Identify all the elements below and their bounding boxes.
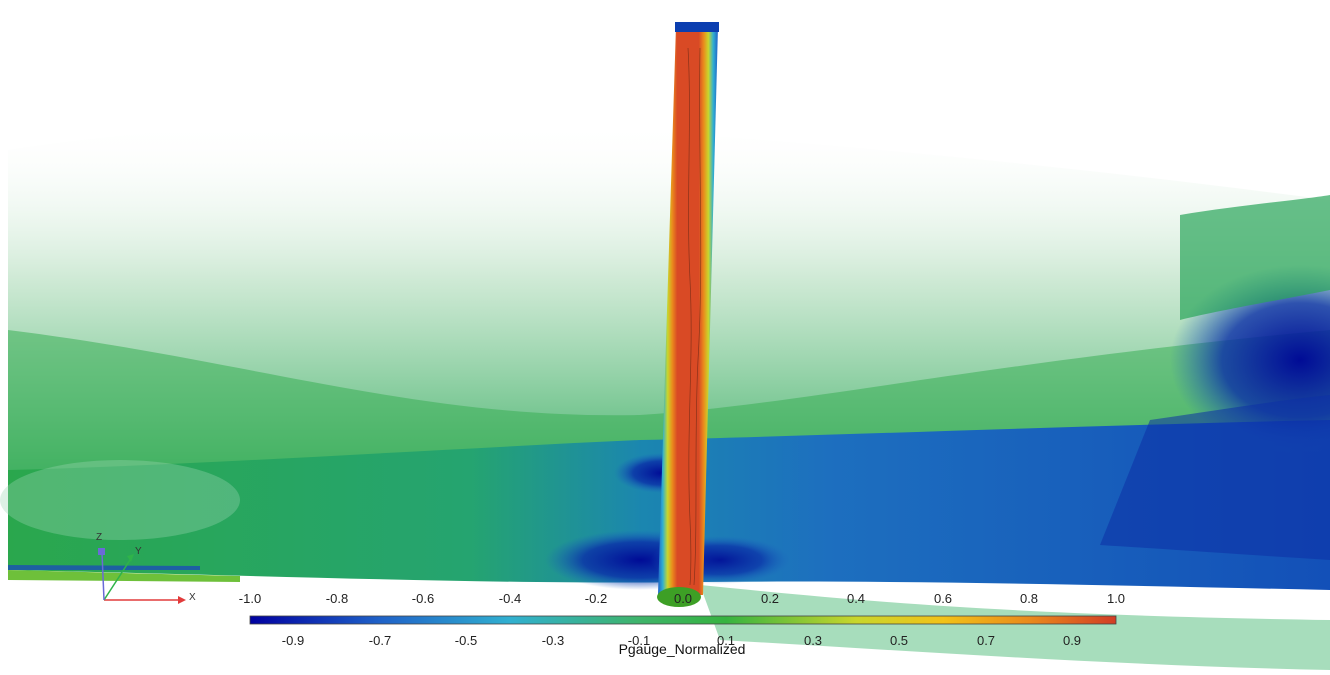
colorbar-minor-tick: 0.3: [804, 633, 822, 648]
colorbar-major-tick: -0.2: [585, 591, 607, 606]
colorbar-title: Pgauge_Normalized: [619, 641, 746, 657]
colorbar-major-tick: 0.2: [761, 591, 779, 606]
colorbar-major-tick: -1.0: [239, 591, 261, 606]
colorbar-gradient: [250, 616, 1116, 624]
colorbar-minor-tick: -0.7: [369, 633, 391, 648]
colorbar-major-tick: 0.6: [934, 591, 952, 606]
colorbar-minor-tick: 0.5: [890, 633, 908, 648]
colorbar-major-tick: 0.4: [847, 591, 865, 606]
colorbar-minor-tick: -0.3: [542, 633, 564, 648]
axis-z-label: Z: [96, 532, 102, 543]
colorbar-major-tick: 0.8: [1020, 591, 1038, 606]
colorbar-minor-tick: -0.9: [282, 633, 304, 648]
colorbar-minor-tick: -0.5: [455, 633, 477, 648]
axis-x-label: X: [189, 592, 196, 603]
pillar-cap: [675, 22, 719, 32]
axis-y-label: Y: [135, 546, 142, 557]
colorbar-major-tick: 0.0: [674, 591, 692, 606]
colorbar-major-tick: -0.8: [326, 591, 348, 606]
colorbar-minor-tick: 0.7: [977, 633, 995, 648]
colorbar-major-tick: 1.0: [1107, 591, 1125, 606]
colorbar-major-tick: -0.4: [499, 591, 521, 606]
colorbar-major-tick: -0.6: [412, 591, 434, 606]
colorbar-minor-tick: 0.9: [1063, 633, 1081, 648]
